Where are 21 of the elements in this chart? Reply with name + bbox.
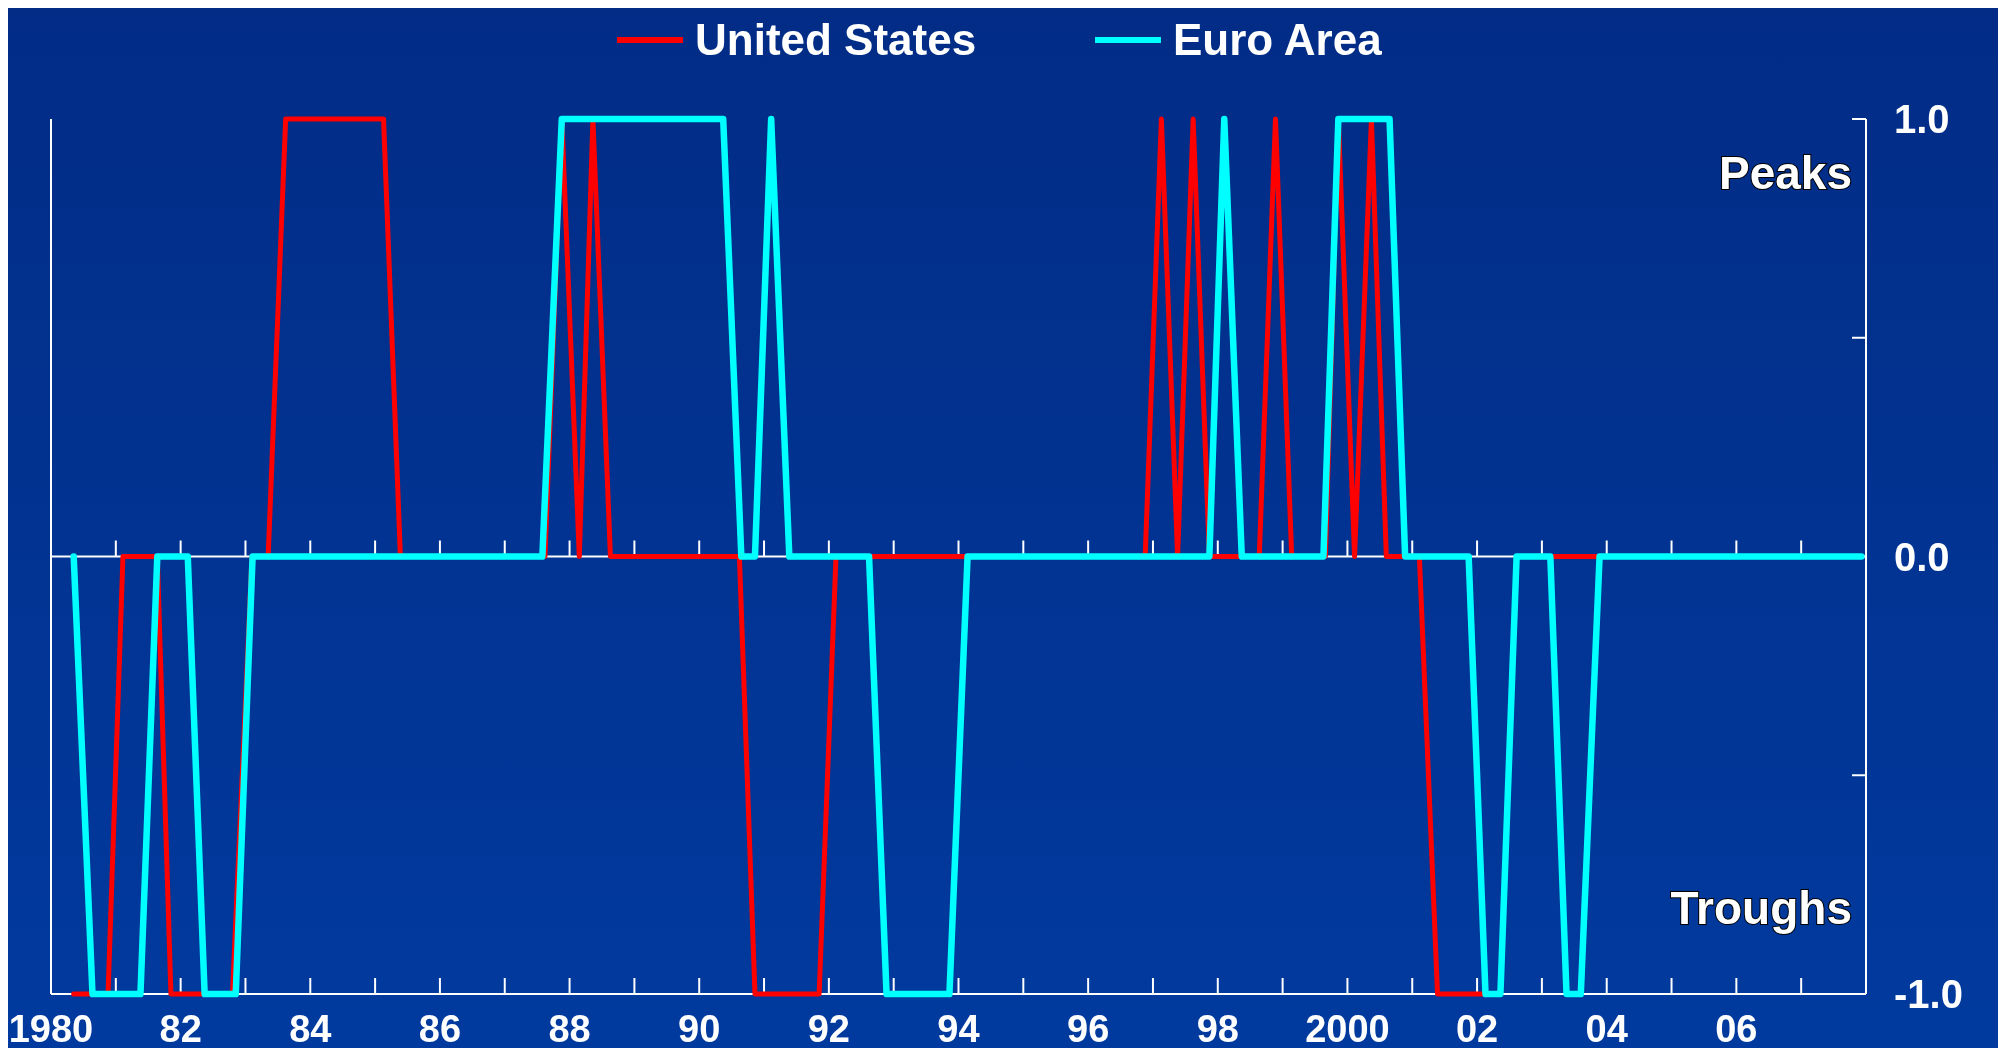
- x-tick-label: 2000: [1305, 1008, 1390, 1050]
- x-tick-label: 88: [548, 1008, 591, 1050]
- x-tick-label: 98: [1196, 1008, 1239, 1050]
- x-tick-label: 90: [678, 1008, 721, 1050]
- annotation: Troughs: [1670, 882, 1852, 934]
- y-tick-label: -1.0: [1894, 972, 1963, 1016]
- x-tick-label: 04: [1585, 1008, 1628, 1050]
- x-tick-label: 96: [1067, 1008, 1110, 1050]
- x-tick-label: 82: [159, 1008, 202, 1050]
- y-tick-label: 1.0: [1894, 97, 1950, 141]
- x-tick-label: 02: [1455, 1008, 1499, 1050]
- x-tick-label: 92: [807, 1008, 850, 1050]
- y-tick-label: 0.0: [1894, 534, 1950, 579]
- x-tick-label: 84: [289, 1008, 332, 1050]
- x-tick-label: 1980: [8, 1008, 94, 1050]
- x-tick-label: 94: [937, 1008, 980, 1050]
- legend-label: Euro Area: [1173, 15, 1383, 65]
- x-tick-label: 06: [1715, 1008, 1758, 1050]
- annotation: Peaks: [1718, 147, 1852, 199]
- x-tick-label: 86: [418, 1008, 462, 1050]
- legend-label: United States: [695, 15, 977, 65]
